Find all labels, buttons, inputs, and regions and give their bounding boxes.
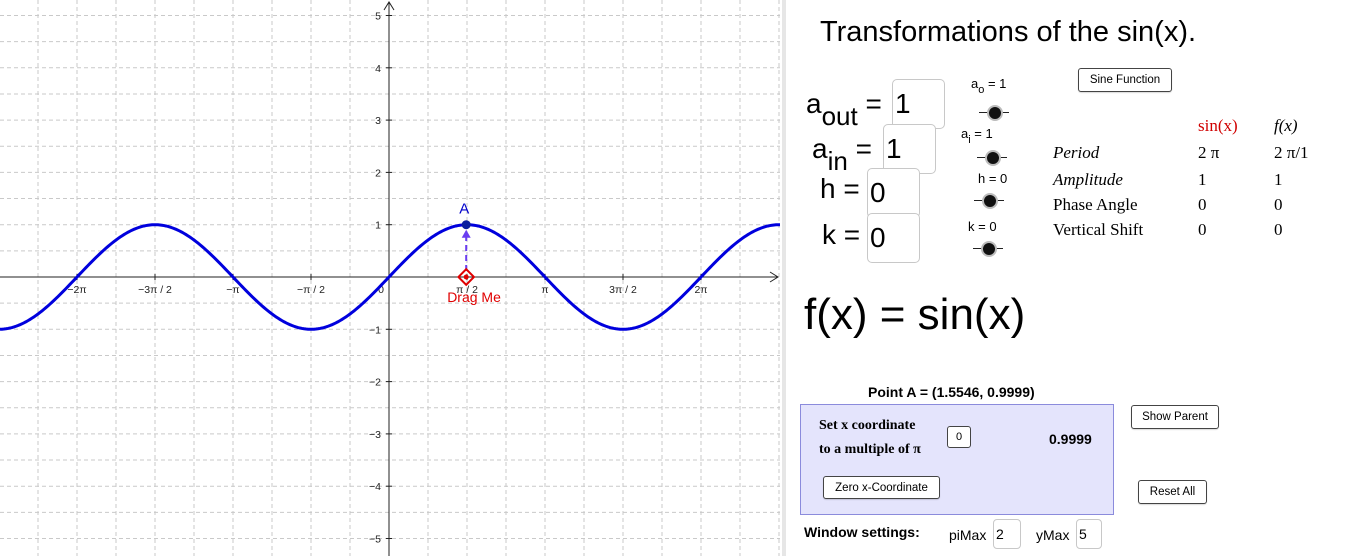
table-cell-sin: 2 π: [1198, 143, 1220, 162]
x-tick-label: 0: [378, 284, 384, 296]
y-tick-label: 4: [375, 63, 381, 75]
drag-me-dot: [463, 274, 469, 280]
page-title: Transformations of the sin(x).: [820, 16, 1197, 48]
panel-divider[interactable]: [782, 0, 786, 556]
y-tick-label: 1: [375, 220, 381, 232]
algebra-panel: Transformations of the sin(x). Sine Func…: [786, 0, 1356, 556]
tick-labels: −2π −3π / 2 −π −π / 2 0 π / 2 π 3π / 2 2π 5 4 3 2 1 −1…: [67, 11, 707, 546]
x-tick-label: 3π / 2: [609, 284, 637, 296]
ain-input[interactable]: [883, 124, 936, 174]
table-cell-sin: 1: [1198, 170, 1207, 189]
y-tick-label: −2: [369, 377, 381, 389]
grid-lines: [0, 0, 780, 556]
coordinate-control-box: Set x coordinate to a multiple of π 0.99…: [800, 404, 1114, 515]
aout-input[interactable]: [892, 79, 945, 129]
table-row-label: Period: [1053, 143, 1100, 162]
table-row-label: Phase Angle: [1053, 195, 1138, 214]
ai-slider-knob[interactable]: [985, 150, 1001, 166]
reset-all-button[interactable]: Reset All: [1138, 480, 1207, 504]
k-slider-label: k = 0: [968, 219, 997, 234]
point-a[interactable]: [461, 220, 471, 230]
x-tick-label: −π / 2: [297, 284, 325, 296]
k-input[interactable]: [867, 213, 920, 263]
ain-label: ain =: [812, 133, 872, 176]
table-cell-f: 0: [1274, 195, 1283, 214]
pimax-input[interactable]: [993, 519, 1021, 549]
table-cell-f: 2 π/1: [1274, 143, 1309, 162]
sine-curve: [0, 223, 780, 331]
x-tick-label: −3π / 2: [138, 284, 172, 296]
x-tick-label: −2π: [67, 284, 86, 296]
y-tick-label: 5: [375, 11, 381, 23]
drag-me-diamond: [457, 267, 476, 287]
y-tick-label: 2: [375, 167, 381, 179]
pimax-label: piMax: [949, 527, 987, 543]
ymax-label: yMax: [1036, 527, 1070, 543]
table-cell-sin: 0: [1198, 195, 1207, 214]
point-a-readout: Point A = (1.5546, 0.9999): [868, 384, 1035, 400]
table-row-label: Vertical Shift: [1053, 220, 1144, 239]
zero-x-coordinate-button[interactable]: Zero x-Coordinate: [823, 476, 940, 499]
table-cell-f: 1: [1274, 170, 1283, 189]
h-input[interactable]: [867, 168, 920, 218]
ao-slider[interactable]: [979, 104, 1009, 121]
h-slider-label: h = 0: [978, 171, 1008, 186]
ai-slider-label: ai = 1: [961, 126, 993, 146]
y-tick-label: −4: [369, 481, 381, 493]
y-axis-arrow: [383, 1, 395, 11]
y-value-readout: 0.9999: [1049, 431, 1092, 447]
window-settings-label: Window settings:: [804, 524, 920, 540]
k-label: k =: [822, 219, 861, 250]
table-cell-sin: 0: [1198, 220, 1207, 239]
h-label: h =: [820, 173, 860, 204]
y-tick-label: −5: [369, 534, 381, 546]
x-tick-label: 2π: [694, 284, 707, 296]
aout-label: aout =: [806, 88, 882, 131]
table-header-f: f(x): [1274, 116, 1298, 135]
ai-slider[interactable]: [977, 149, 1007, 166]
function-formula: f(x) = sin(x): [804, 290, 1026, 339]
show-parent-button[interactable]: Show Parent: [1131, 405, 1219, 429]
table-row-label: Amplitude: [1053, 170, 1123, 189]
k-slider-knob[interactable]: [981, 241, 997, 257]
x-tick-label: −π: [226, 284, 239, 296]
k-slider[interactable]: [973, 240, 1003, 257]
set-x-label-line1: Set x coordinate: [819, 418, 916, 433]
pi-multiple-input[interactable]: [947, 426, 971, 448]
h-slider[interactable]: [974, 192, 1004, 209]
point-a-arrowhead: [461, 229, 471, 238]
ymax-input[interactable]: [1076, 519, 1102, 549]
graph-view[interactable]: −2π −3π / 2 −π −π / 2 0 π / 2 π 3π / 2 2π 5 4 3 2 1 −1…: [0, 0, 780, 556]
x-tick-label: π / 2: [456, 284, 478, 296]
h-slider-knob[interactable]: [982, 193, 998, 209]
ao-slider-label: ao = 1: [971, 76, 1007, 96]
drag-me-point[interactable]: [457, 267, 476, 287]
table-header-sin: sin(x): [1198, 116, 1238, 135]
sine-function-button[interactable]: Sine Function: [1078, 68, 1172, 92]
table-cell-f: 0: [1274, 220, 1283, 239]
drag-me-label: Drag Me: [447, 289, 501, 305]
y-tick-label: −1: [369, 324, 381, 336]
point-a-label: A: [459, 201, 469, 218]
set-x-label-line2: to a multiple of π: [819, 442, 921, 457]
y-tick-label: 3: [375, 115, 381, 127]
x-tick-label: π: [541, 284, 548, 296]
ao-slider-knob[interactable]: [987, 105, 1003, 121]
x-axis-arrow: [769, 271, 779, 283]
y-tick-label: −3: [369, 429, 381, 441]
